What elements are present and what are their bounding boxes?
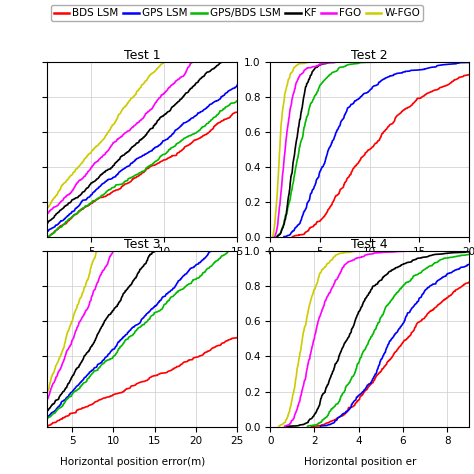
Title: Test 4: Test 4 [351, 238, 388, 251]
Legend: BDS LSM, GPS LSM, GPS/BDS LSM, KF, FGO, W-FGO: BDS LSM, GPS LSM, GPS/BDS LSM, KF, FGO, … [51, 5, 423, 21]
Text: Horizontal position er: Horizontal position er [304, 456, 417, 466]
Title: Test 3: Test 3 [124, 238, 161, 251]
Title: Test 1: Test 1 [124, 49, 161, 62]
Text: Horizontal position error(m): Horizontal position error(m) [60, 456, 205, 466]
Title: Test 2: Test 2 [351, 49, 388, 62]
